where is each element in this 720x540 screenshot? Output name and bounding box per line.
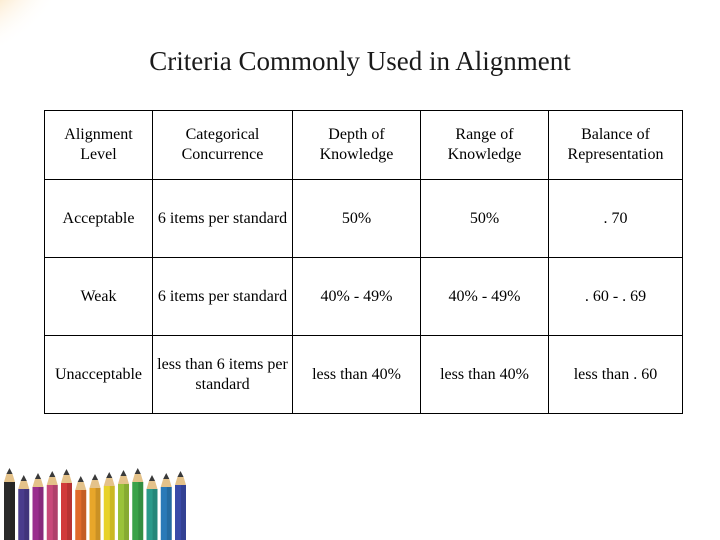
row-label: Acceptable — [45, 180, 153, 258]
cell: . 70 — [549, 180, 683, 258]
slide-title: Criteria Commonly Used in Alignment — [0, 46, 720, 77]
alignment-criteria-table: Alignment Level Categorical Concurrence … — [44, 110, 683, 414]
row-label: Unacceptable — [45, 336, 153, 414]
cell: less than 40% — [293, 336, 421, 414]
col-header: Range of Knowledge — [421, 111, 549, 180]
cell: less than 6 items per standard — [153, 336, 293, 414]
pencils-decoration — [0, 462, 190, 540]
col-header: Balance of Representation — [549, 111, 683, 180]
col-header: Alignment Level — [45, 111, 153, 180]
table-row: Weak 6 items per standard 40% - 49% 40% … — [45, 258, 683, 336]
cell: 50% — [293, 180, 421, 258]
table-row: Acceptable 6 items per standard 50% 50% … — [45, 180, 683, 258]
col-header: Depth of Knowledge — [293, 111, 421, 180]
col-header: Categorical Concurrence — [153, 111, 293, 180]
cell: 40% - 49% — [293, 258, 421, 336]
table-row: Unacceptable less than 6 items per stand… — [45, 336, 683, 414]
cell: less than . 60 — [549, 336, 683, 414]
cell: 6 items per standard — [153, 180, 293, 258]
cell: less than 40% — [421, 336, 549, 414]
cell: . 60 - . 69 — [549, 258, 683, 336]
row-label: Weak — [45, 258, 153, 336]
table-header-row: Alignment Level Categorical Concurrence … — [45, 111, 683, 180]
cell: 6 items per standard — [153, 258, 293, 336]
cell: 40% - 49% — [421, 258, 549, 336]
cell: 50% — [421, 180, 549, 258]
